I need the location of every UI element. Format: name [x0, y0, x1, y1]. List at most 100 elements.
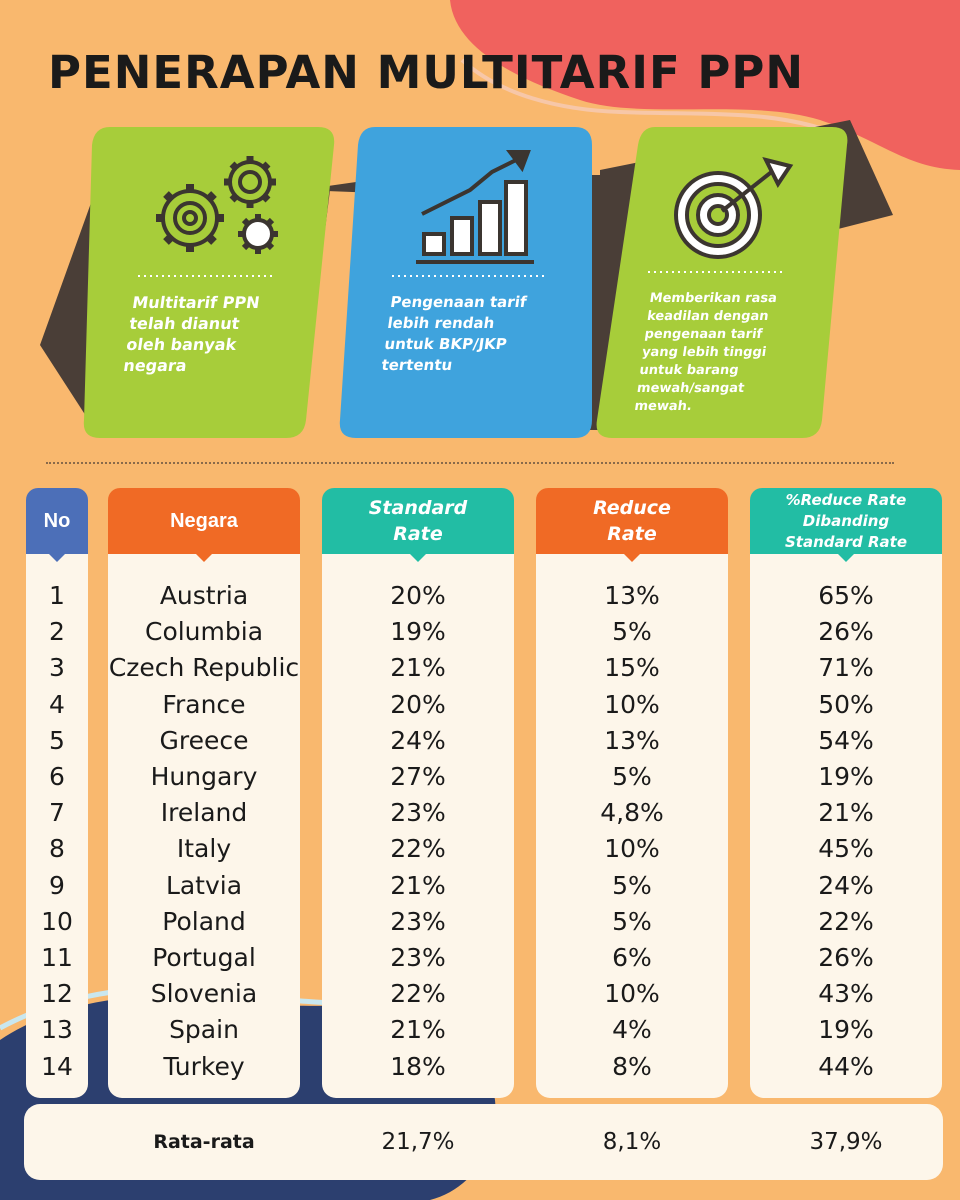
cell-reduce-rate: 5% [612, 617, 652, 647]
section-divider [46, 462, 894, 464]
cell-reduce-rate: 4,8% [600, 798, 664, 828]
header-notch [624, 554, 640, 562]
cell-reduce-rate: 6% [612, 943, 652, 972]
cell-percent-reduce: 19% [818, 762, 874, 791]
cell-negara: Poland [162, 906, 246, 936]
cell-percent-reduce: 45% [818, 834, 874, 864]
cell-percent-reduce: 19% [818, 1015, 874, 1045]
header-standard-line: Rate [393, 523, 443, 545]
average-row [24, 1104, 943, 1180]
cell-reduce-rate: 5% [612, 906, 652, 936]
column-percent-reduce: %Reduce Rate Dibanding Standard Rate [750, 488, 942, 1098]
card-text-adopted: Multitarif PPN telah dianut oleh banyak … [122, 292, 261, 376]
header-notch [196, 554, 212, 562]
cell-standard-rate: 20% [390, 581, 446, 610]
card2-line: Pengenaan tarif [389, 293, 528, 311]
coral-blob-edge [460, 58, 821, 130]
cell-reduce-rate: 10% [604, 689, 660, 719]
cell-negara: Columbia [144, 617, 264, 647]
cell-standard-rate: 21% [390, 1015, 446, 1045]
cell-percent-reduce: 24% [818, 870, 874, 900]
header-negara-label: Negara [170, 509, 238, 532]
card3-line: Memberikan rasa [648, 291, 778, 306]
cell-standard-rate: 23% [390, 906, 446, 936]
card2-line: untuk BKP/JKP [383, 335, 509, 353]
cell-negara: Czech Republic [108, 653, 300, 683]
column-negara: Negara [108, 488, 300, 1098]
card-text-lower-rate: Pengenaan tarif lebih rendah untuk BKP/J… [380, 292, 528, 376]
cell-no: 2 [49, 617, 65, 647]
cell-percent-reduce: 43% [818, 979, 874, 1009]
cell-no: 10 [41, 906, 73, 936]
header-no: No [26, 488, 88, 554]
cell-percent-reduce: 44% [818, 1051, 874, 1081]
header-standard-line: Standard [368, 497, 468, 519]
header-no-label: No [43, 509, 71, 532]
cell-no: 8 [49, 834, 65, 864]
header-percent-line: Standard Rate [784, 532, 907, 551]
card-blue [339, 127, 592, 438]
cell-percent-reduce: 71% [818, 653, 874, 683]
coral-blob [450, 0, 960, 170]
card1-line: Multitarif PPN [131, 293, 261, 312]
header-percent-reduce: %Reduce Rate Dibanding Standard Rate [750, 488, 942, 554]
average-percent-reduce: 37,9% [809, 1129, 883, 1155]
cell-negara: Italy [176, 834, 232, 864]
cell-reduce-rate: 4% [612, 1015, 652, 1045]
header-percent-line: Dibanding [802, 511, 890, 530]
cell-negara: Latvia [165, 870, 243, 900]
card2-line: tertentu [380, 356, 454, 374]
target-arrow-icon [674, 157, 794, 259]
card1-line: oleh banyak [125, 335, 238, 354]
cell-reduce-rate: 8% [612, 1051, 652, 1081]
cell-percent-reduce: 26% [818, 943, 874, 972]
cell-reduce-rate: 13% [604, 581, 660, 610]
cell-negara: Turkey [163, 1051, 245, 1081]
header-percent-line: %Reduce Rate [785, 490, 907, 509]
cell-percent-reduce: 22% [818, 906, 874, 936]
cell-no: 11 [41, 943, 73, 972]
average-label: Rata-rata [153, 1131, 255, 1153]
page-title: PENERAPAN MULTITARIF PPN [48, 46, 805, 99]
card-green-right [596, 127, 848, 438]
header-notch [838, 554, 854, 562]
cell-no: 14 [41, 1051, 73, 1081]
card3-line: keadilan dengan [646, 309, 770, 324]
cell-percent-reduce: 26% [818, 617, 874, 647]
card3-line: mewah/sangat [635, 381, 746, 396]
header-reduce-line: Rate [607, 523, 657, 545]
cell-no: 7 [49, 798, 65, 828]
cell-reduce-rate: 13% [604, 725, 660, 755]
column-no: No [26, 488, 88, 1098]
card1-line: telah dianut [128, 314, 241, 333]
card3-line: untuk barang [638, 363, 740, 378]
cell-standard-rate: 23% [390, 943, 446, 972]
cell-no: 3 [49, 653, 65, 683]
cell-no: 6 [49, 762, 65, 791]
cell-negara: Spain [169, 1015, 239, 1045]
column-standard-rate: Standard Rate [322, 488, 514, 1098]
cell-reduce-rate: 10% [604, 834, 660, 864]
cell-reduce-rate: 5% [612, 762, 652, 791]
cell-standard-rate: 23% [390, 798, 446, 828]
cell-standard-rate: 20% [390, 689, 446, 719]
cell-no: 12 [41, 979, 73, 1009]
header-standard-rate: Standard Rate [322, 488, 514, 554]
cell-negara: Austria [159, 581, 249, 610]
cell-reduce-rate: 5% [612, 870, 652, 900]
bar-chart-growth-icon [416, 150, 534, 264]
cell-percent-reduce: 54% [818, 725, 874, 755]
card-text-fairness: Memberikan rasa keadilan dengan pengenaa… [633, 290, 778, 416]
cell-no: 5 [49, 725, 65, 755]
card-green-left [83, 127, 335, 438]
cell-negara: Ireland [160, 798, 248, 828]
cell-standard-rate: 24% [390, 725, 446, 755]
cell-standard-rate: 27% [390, 762, 446, 791]
average-standard-rate: 21,7% [381, 1129, 455, 1155]
cell-no: 1 [49, 581, 65, 610]
cell-standard-rate: 21% [390, 653, 446, 683]
gears-icon [156, 156, 278, 254]
cell-reduce-rate: 15% [604, 653, 660, 683]
cell-no: 9 [49, 870, 65, 900]
